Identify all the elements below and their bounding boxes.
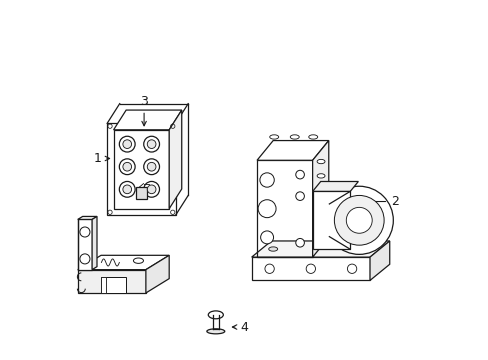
Circle shape: [260, 231, 273, 244]
Ellipse shape: [317, 174, 325, 178]
Circle shape: [119, 159, 135, 175]
Circle shape: [80, 227, 90, 237]
Circle shape: [334, 195, 384, 245]
Ellipse shape: [317, 159, 325, 164]
Ellipse shape: [308, 135, 317, 139]
Ellipse shape: [269, 135, 278, 139]
Ellipse shape: [208, 311, 223, 319]
Polygon shape: [101, 276, 106, 293]
Circle shape: [119, 136, 135, 152]
Circle shape: [260, 173, 274, 187]
Polygon shape: [78, 216, 97, 220]
Circle shape: [346, 264, 356, 273]
Polygon shape: [135, 187, 147, 199]
Text: 4: 4: [232, 320, 248, 333]
Circle shape: [264, 264, 274, 273]
Text: 2: 2: [366, 195, 398, 208]
Circle shape: [346, 207, 371, 233]
Polygon shape: [312, 192, 349, 249]
Text: 1: 1: [93, 152, 109, 165]
Ellipse shape: [206, 329, 224, 334]
Circle shape: [122, 185, 131, 194]
Text: 3: 3: [140, 95, 148, 126]
Circle shape: [119, 181, 135, 197]
Circle shape: [305, 264, 315, 273]
Polygon shape: [312, 140, 328, 257]
Circle shape: [295, 170, 304, 179]
Ellipse shape: [268, 247, 277, 251]
Circle shape: [143, 181, 159, 197]
Circle shape: [325, 186, 392, 255]
Polygon shape: [251, 257, 369, 280]
Circle shape: [143, 136, 159, 152]
Polygon shape: [101, 276, 126, 293]
Circle shape: [80, 254, 90, 264]
Polygon shape: [312, 181, 358, 192]
Circle shape: [143, 159, 159, 175]
Polygon shape: [251, 241, 389, 257]
Polygon shape: [92, 216, 97, 270]
Circle shape: [258, 200, 276, 218]
Polygon shape: [257, 140, 328, 160]
Polygon shape: [369, 241, 389, 280]
Circle shape: [122, 162, 131, 171]
Polygon shape: [78, 270, 145, 293]
Polygon shape: [113, 110, 182, 130]
Circle shape: [295, 192, 304, 201]
Polygon shape: [145, 255, 169, 293]
Polygon shape: [169, 110, 182, 209]
Ellipse shape: [363, 247, 372, 251]
Circle shape: [147, 140, 156, 148]
Ellipse shape: [290, 135, 299, 139]
Circle shape: [295, 238, 304, 247]
Ellipse shape: [133, 258, 143, 264]
Circle shape: [147, 162, 156, 171]
Polygon shape: [78, 255, 169, 270]
Circle shape: [122, 140, 131, 148]
Polygon shape: [78, 220, 92, 270]
Circle shape: [147, 185, 156, 194]
